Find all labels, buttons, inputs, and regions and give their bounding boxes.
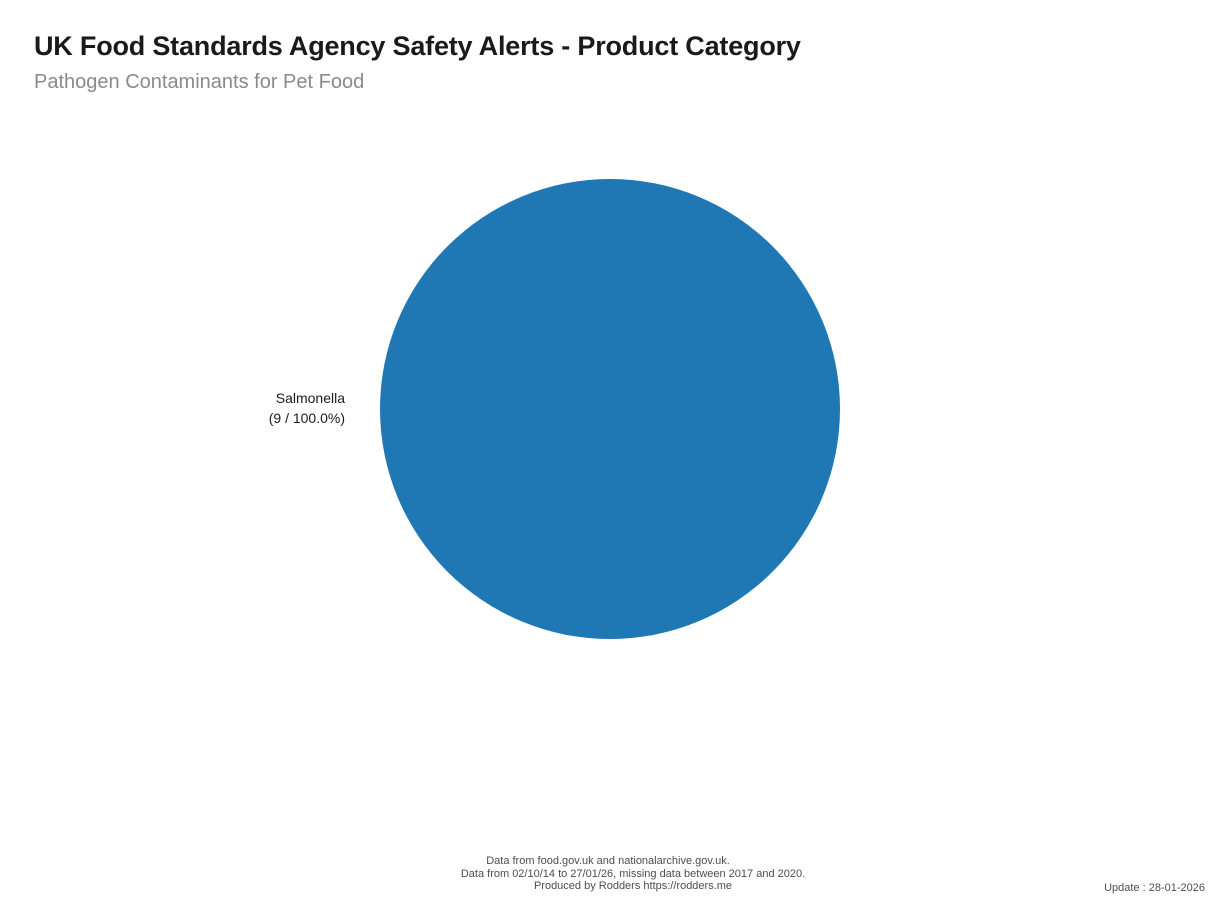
chart-title: UK Food Standards Agency Safety Alerts -… bbox=[34, 31, 801, 61]
chart-subtitle: Pathogen Contaminants for Pet Food bbox=[34, 71, 365, 93]
update-date-stamp: Update : 28-01-2026 bbox=[1104, 882, 1205, 894]
footer-date-range-line: Data from 02/10/14 to 27/01/26, missing … bbox=[460, 867, 806, 880]
pie-slice-label-name: Salmonella bbox=[275, 390, 345, 406]
footer-credit-line: Produced by Rodders https://rodders.me bbox=[533, 880, 733, 892]
footer-source-line: Data from food.gov.uk and nationalarchiv… bbox=[486, 855, 730, 867]
pie-slice-label-value: (9 / 100.0%) bbox=[268, 409, 345, 426]
pie-slice-label: Salmonella (9 / 100.0%) bbox=[269, 389, 345, 428]
pie-slice-salmonella bbox=[380, 179, 840, 639]
